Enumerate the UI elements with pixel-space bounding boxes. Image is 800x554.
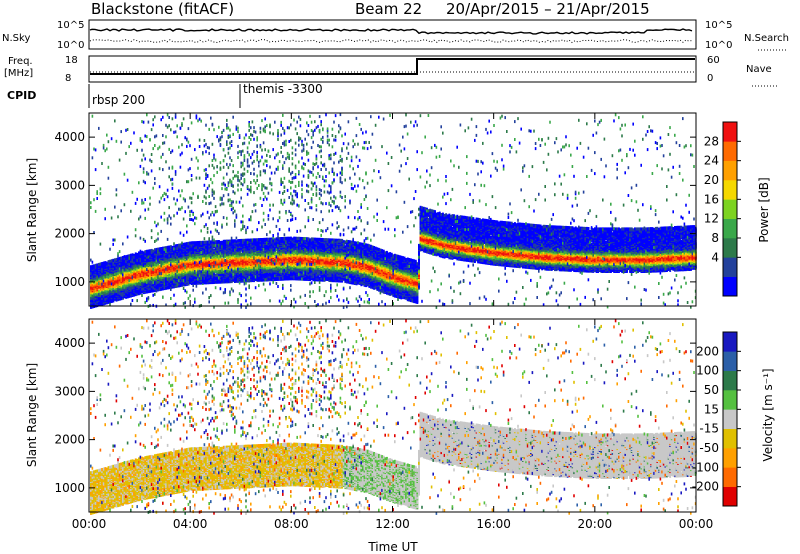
cpid-segment-rbsp: rbsp 200	[92, 93, 145, 107]
power-colorbar: 28 24 20 16 12 8 4	[704, 122, 741, 296]
beam-title: Beam 22	[355, 0, 422, 18]
velocity-panel: 1000 2000 3000 4000 Slant Range [km]	[25, 319, 697, 515]
nave-label: Nave	[746, 64, 772, 75]
nsky-tick-top: 10^5	[57, 20, 84, 31]
x-tick-label: 04:00	[173, 517, 208, 531]
cpid-row: CPID rbsp 200 themis -3300	[7, 82, 323, 108]
nsky-label: N.Sky	[2, 33, 30, 44]
velocity-heatmap	[90, 319, 697, 515]
colorbar-tick-label: 15	[704, 402, 719, 416]
velocity-colorbar-label: Velocity [m s⁻¹]	[761, 368, 775, 461]
y-tick-label: 3000	[54, 178, 85, 192]
colorbar-tick-label: 12	[704, 212, 719, 226]
x-tick-label: 00:00	[679, 517, 714, 531]
nsearch-label: N.Search	[744, 33, 789, 44]
power-heatmap	[90, 113, 697, 309]
cpid-segment-themis: themis -3300	[243, 82, 323, 96]
y-tick-label: 2000	[54, 433, 85, 447]
x-axis-label: Time UT	[367, 540, 418, 554]
colorbar-tick-label: -100	[692, 460, 719, 474]
colorbar-tick-label: -15	[699, 422, 719, 436]
y-tick-label: 4000	[54, 336, 85, 350]
freq-tick-top: 18	[65, 55, 78, 66]
nsearch-tick-bottom: 10^0	[705, 40, 732, 51]
colorbar-tick-label: 100	[696, 364, 719, 378]
x-tick-label: 16:00	[476, 517, 511, 531]
colorbar-tick-label: -50	[699, 441, 719, 455]
power-colorbar-label: Power [dB]	[757, 177, 771, 242]
colorbar-tick-label: 8	[711, 231, 719, 245]
colorbar-tick-label: 200	[696, 344, 719, 358]
y-tick-label: 4000	[54, 130, 85, 144]
nsearch-tick-top: 10^5	[705, 20, 732, 31]
freq-tick-bottom: 8	[65, 73, 71, 84]
x-tick-label: 12:00	[375, 517, 410, 531]
power-y-axis-label: Slant Range [km]	[25, 158, 39, 262]
colorbar-tick-label: 28	[704, 134, 719, 148]
cpid-label: CPID	[7, 89, 36, 102]
freq-panel: Freq. [MHz] 18 8 60 0 Nave	[4, 55, 778, 86]
colorbar-tick-label: 24	[704, 154, 719, 168]
nave-tick-top: 60	[707, 55, 720, 66]
velocity-y-axis-label: Slant Range [km]	[25, 363, 39, 467]
y-tick-label: 1000	[54, 481, 85, 495]
colorbar-tick-label: -200	[692, 480, 719, 494]
date-range-title: 20/Apr/2015 – 21/Apr/2015	[446, 0, 650, 18]
power-panel: 1000 2000 3000 4000 Slant Range [km]	[25, 113, 697, 309]
nsearch-series	[90, 40, 692, 43]
colorbar-tick-label: 50	[704, 383, 719, 397]
colorbar-tick-label: 4	[711, 250, 719, 264]
velocity-colorbar: 200 100 50 15 -15 -50 -100 -200	[692, 332, 741, 506]
y-tick-label: 2000	[54, 227, 85, 241]
nsky-series	[90, 29, 692, 34]
y-tick-label: 1000	[54, 275, 85, 289]
freq-label-top: Freq.	[8, 56, 33, 67]
freq-label-bottom: [MHz]	[4, 68, 33, 79]
nsky-panel: N.Sky 10^5 10^0 10^5 10^0 N.Search	[2, 20, 789, 51]
x-tick-label: 00:00	[72, 517, 107, 531]
y-tick-label: 3000	[54, 384, 85, 398]
x-tick-label: 08:00	[274, 517, 309, 531]
nave-tick-bottom: 0	[707, 73, 713, 84]
station-title: Blackstone (fitACF)	[91, 0, 234, 18]
nsky-tick-bottom: 10^0	[57, 40, 84, 51]
colorbar-tick-label: 20	[704, 173, 719, 187]
x-tick-label: 20:00	[578, 517, 613, 531]
colorbar-tick-label: 16	[704, 192, 719, 206]
